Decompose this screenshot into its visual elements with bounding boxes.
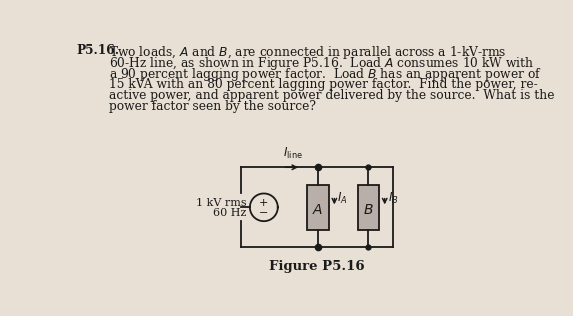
Text: power factor seen by the source?: power factor seen by the source? [109,100,316,113]
Text: a 90 percent lagging power factor.  Load $B$ has an apparent power of: a 90 percent lagging power factor. Load … [109,66,541,83]
Text: 60-Hz line, as shown in Figure P5.16.  Load $A$ consumes 10 kW with: 60-Hz line, as shown in Figure P5.16. Lo… [109,55,534,72]
Text: −: − [259,208,269,218]
Text: +: + [259,198,269,208]
Text: $B$: $B$ [363,203,374,217]
Text: $A$: $A$ [312,203,324,217]
Text: P5.16.: P5.16. [76,44,119,57]
Text: $I_{\mathrm{line}}$: $I_{\mathrm{line}}$ [283,146,303,161]
Text: $I_A$: $I_A$ [337,191,348,206]
Text: 60 Hz: 60 Hz [213,208,247,218]
Text: 15 kVA with an 80 percent lagging power factor.  Find the power, re-: 15 kVA with an 80 percent lagging power … [109,77,537,91]
Text: active power, and apparent power delivered by the source.  What is the: active power, and apparent power deliver… [109,89,554,102]
Bar [358,185,379,230]
Text: Two loads, $A$ and $B$, are connected in parallel across a 1-kV-rms: Two loads, $A$ and $B$, are connected in… [109,44,507,61]
Text: Figure P5.16: Figure P5.16 [269,260,365,273]
Text: $I_B$: $I_B$ [388,191,398,206]
Bar [307,185,329,230]
Text: 1 kV rms: 1 kV rms [196,198,247,208]
